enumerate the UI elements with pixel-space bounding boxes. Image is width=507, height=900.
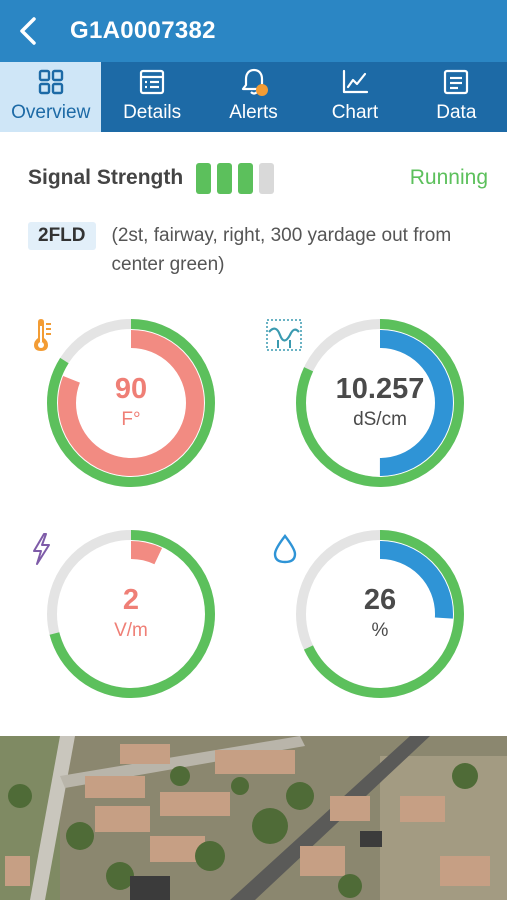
tab-label: Overview [11,102,91,123]
gauge-voltage: 2 V/m [46,529,216,699]
gauge-value: 10.257 [335,373,425,405]
signal-bar [259,162,275,194]
data-list-icon [444,69,469,95]
water-drop-icon [273,534,297,564]
tab-data[interactable]: Data [406,62,507,132]
gauge-unit: % [371,620,389,641]
status-badge: Running [409,166,488,189]
alert-dot [255,84,268,96]
gauge-unit: dS/cm [353,409,407,430]
signal-bar [238,162,254,194]
gauge-outer-arc [296,319,464,487]
page-title: G1A0007382 [70,17,216,44]
bell-icon [241,68,268,96]
tab-details[interactable]: Details [101,62,202,132]
tab-label: Details [123,102,182,123]
gauge-moisture: 26 % [295,529,465,699]
tab-alerts[interactable]: Alerts [203,62,304,132]
gauge-inner-arc [58,541,204,687]
signal-strength-label: Signal Strength [28,166,184,189]
back-button[interactable] [0,0,56,62]
gauge-unit: V/m [114,620,148,641]
salinity-wave-icon [266,319,302,351]
gauge-inner-arc [307,541,453,687]
tab-overview[interactable]: Overview [0,62,102,132]
tab-chart[interactable]: Chart [304,62,405,132]
line-chart-icon [342,69,369,94]
gauge-conductivity: 10.257 dS/cm [295,318,465,488]
location-row: 2FLD (2st, fairway, right, 300 yardage o… [28,222,488,279]
gauge-outer-arc [47,530,215,698]
lightning-icon [33,533,50,565]
tab-label: Alerts [229,102,278,123]
signal-strength-bars [196,162,275,194]
gauge-value: 2 [122,584,140,616]
gauge-value: 90 [114,373,148,405]
gauge-outer-arc [47,319,215,487]
gauge-temperature: 90 F° [46,318,216,488]
gauge-inner-arc [307,330,453,476]
thermometer-icon [34,319,51,351]
gauge-unit: F° [121,409,141,430]
chevron-left-icon [20,17,36,45]
gauge-outer-arc [296,530,464,698]
tab-label: Data [436,102,477,123]
status-row: Signal Strength Running [28,160,488,196]
gauge-inner-arc [58,330,204,476]
grid-icon [38,69,63,95]
details-list-icon [140,69,165,95]
tab-bar: Overview Details Alerts [0,62,507,132]
tab-label: Chart [331,102,379,123]
app-bar: G1A0007382 [0,0,507,62]
satellite-map[interactable] [0,736,507,900]
gauge-value: 26 [363,584,397,616]
signal-bar [196,162,212,194]
location-description: (2st, fairway, right, 300 yardage out fr… [111,225,452,275]
location-tag: 2FLD [28,222,96,250]
signal-bar [217,162,233,194]
